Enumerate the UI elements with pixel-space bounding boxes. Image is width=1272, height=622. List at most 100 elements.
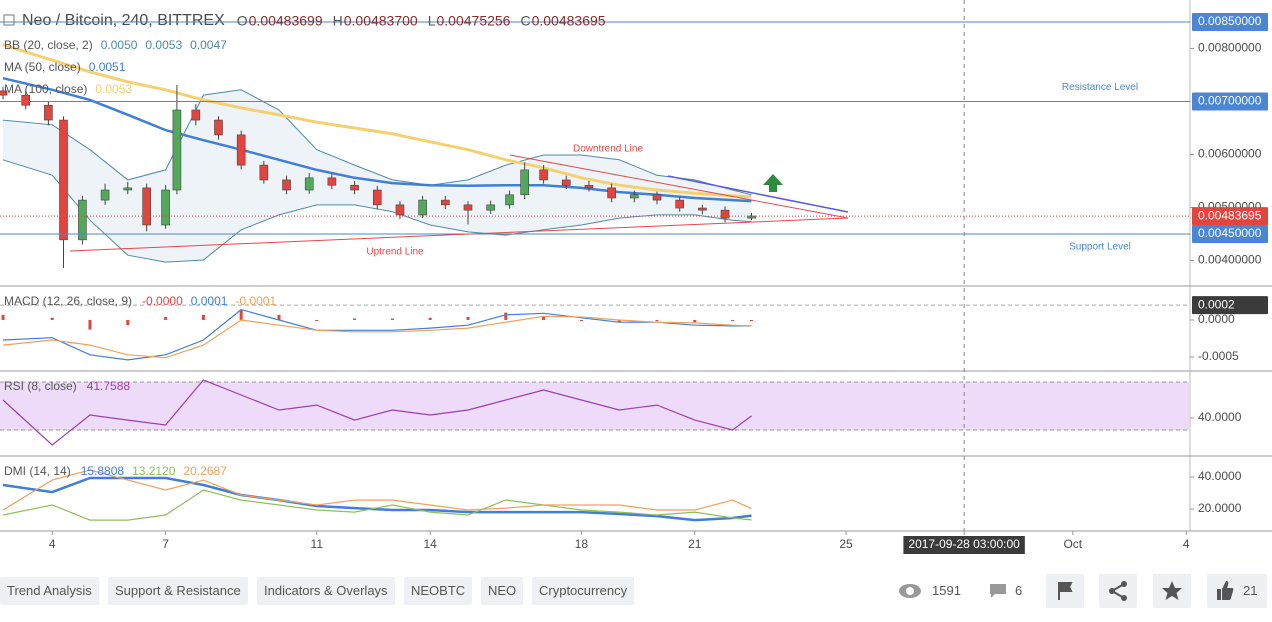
tag[interactable]: Indicators & Overlays (257, 577, 395, 605)
bb-upper (2, 89, 752, 196)
moving-average (2, 76, 752, 203)
x-tick-label: Oct (1063, 537, 1082, 551)
macd-histogram-bar (201, 314, 205, 320)
level-badge (1192, 225, 1268, 244)
candle-body (520, 169, 529, 196)
candle-body (78, 199, 87, 241)
candle-body (0, 90, 8, 96)
candle-body (747, 215, 756, 219)
tag[interactable]: Support & Resistance (108, 577, 248, 605)
level-badge-label: 0.00850000 (1198, 14, 1262, 28)
legend-text: 0.0050 (101, 38, 138, 52)
legend-text: C (520, 13, 530, 29)
legend-text: 0.00475256 (437, 13, 511, 29)
x-tick-label: 7 (162, 537, 169, 551)
legend-text: -0.0000 (142, 294, 183, 308)
flag-button[interactable] (1046, 574, 1084, 608)
legend-text: MA (50, close) (4, 60, 81, 74)
candle-body (44, 104, 53, 121)
macd-histogram-bar (504, 312, 508, 320)
indicator-line (2, 308, 752, 361)
like-button[interactable]: 21 (1207, 574, 1267, 608)
share-button[interactable] (1099, 574, 1137, 608)
legend-text: RSI (8, close) (4, 379, 77, 393)
bb-lower (2, 159, 752, 263)
moving-average (2, 43, 752, 199)
macd-histogram-bar (1, 314, 5, 320)
candle-body (720, 209, 730, 219)
candle-body (259, 164, 269, 181)
macd-histogram-bar (390, 318, 394, 320)
candle-body (675, 199, 684, 209)
candle-body (395, 204, 405, 216)
indicator-line (2, 489, 752, 521)
legend-text: H (333, 13, 343, 29)
macd-histogram-bar (579, 319, 583, 321)
legend-text: 13.2120 (132, 464, 176, 478)
tag[interactable]: NEOBTC (404, 577, 473, 605)
legend-text: 0.0001 (191, 294, 228, 308)
level-annotation: Support Level (1069, 242, 1131, 253)
legend-text: BB (20, close, 2) (4, 38, 93, 52)
legend-text: 41.7588 (87, 379, 131, 393)
crosshair-badge (903, 536, 1025, 554)
legend-text: 0.0053 (145, 38, 182, 52)
legend-text: -0.0001 (235, 294, 276, 308)
tag[interactable]: Trend Analysis (0, 577, 99, 605)
legend-text: O (237, 13, 248, 29)
candle-body (441, 199, 450, 206)
candle-body (100, 189, 110, 201)
x-tick-label: 2017-09-28 03:00:00 (908, 537, 1020, 551)
bottom-bar: Trend Analysis Support & Resistance Indica… (0, 574, 1272, 610)
uptrend-line (69, 217, 849, 252)
candle-body (172, 109, 182, 191)
tag[interactable]: NEO (481, 577, 524, 605)
legend-text: MACD (12, 26, close, 9) (4, 294, 132, 308)
candle-body (505, 194, 514, 206)
tag[interactable]: Cryptocurrency (532, 577, 635, 605)
candle-body (607, 187, 616, 199)
x-tick-label: 21 (688, 537, 702, 551)
y-tick-label: 0.00800000 (1198, 41, 1262, 55)
macd-histogram-bar (542, 317, 546, 320)
candle-body (418, 199, 427, 216)
last-price-badge-label: 0.00483695 (1198, 208, 1262, 222)
candle-body (463, 204, 473, 211)
candle-body (584, 184, 594, 189)
macd-histogram-bar (693, 319, 697, 323)
up-arrow (763, 174, 783, 192)
indicator-line (2, 379, 752, 446)
channel-line (667, 175, 849, 213)
candle-body (21, 94, 31, 106)
x-tick-label: 14 (424, 537, 438, 551)
candle-body (214, 119, 223, 136)
candle-body (304, 177, 314, 191)
rsi-band (0, 382, 1190, 431)
macd-histogram-bar (88, 319, 92, 330)
level-badge-label: 0.00700000 (1198, 94, 1262, 108)
macd-histogram-bar (428, 317, 432, 320)
level-badge (1192, 92, 1268, 111)
views-count: 1591 (932, 583, 961, 598)
candle-body (350, 184, 359, 191)
checkbox[interactable] (3, 14, 15, 26)
x-tick-label: 25 (839, 537, 853, 551)
x-tick-label: 4 (49, 537, 56, 551)
star-button[interactable] (1153, 574, 1191, 608)
macd-histogram-bar (353, 318, 357, 320)
macd-histogram-bar (239, 309, 243, 320)
x-tick-label: 18 (575, 537, 589, 551)
macd-histogram-bar (655, 319, 659, 321)
legend-text: 0.0047 (190, 38, 227, 52)
candle-body (652, 194, 662, 201)
y-tick-label: 40.0000 (1198, 410, 1242, 424)
indicator-line (2, 476, 752, 522)
candle-body (282, 179, 291, 191)
legend-text: 0.0051 (89, 60, 126, 74)
macd-histogram-bar (617, 319, 621, 323)
y-tick-label: 20.0000 (1198, 501, 1242, 515)
candle-body (486, 204, 495, 211)
macd-histogram-bar (277, 314, 281, 320)
y-tick-label: -0.0005 (1198, 349, 1239, 363)
